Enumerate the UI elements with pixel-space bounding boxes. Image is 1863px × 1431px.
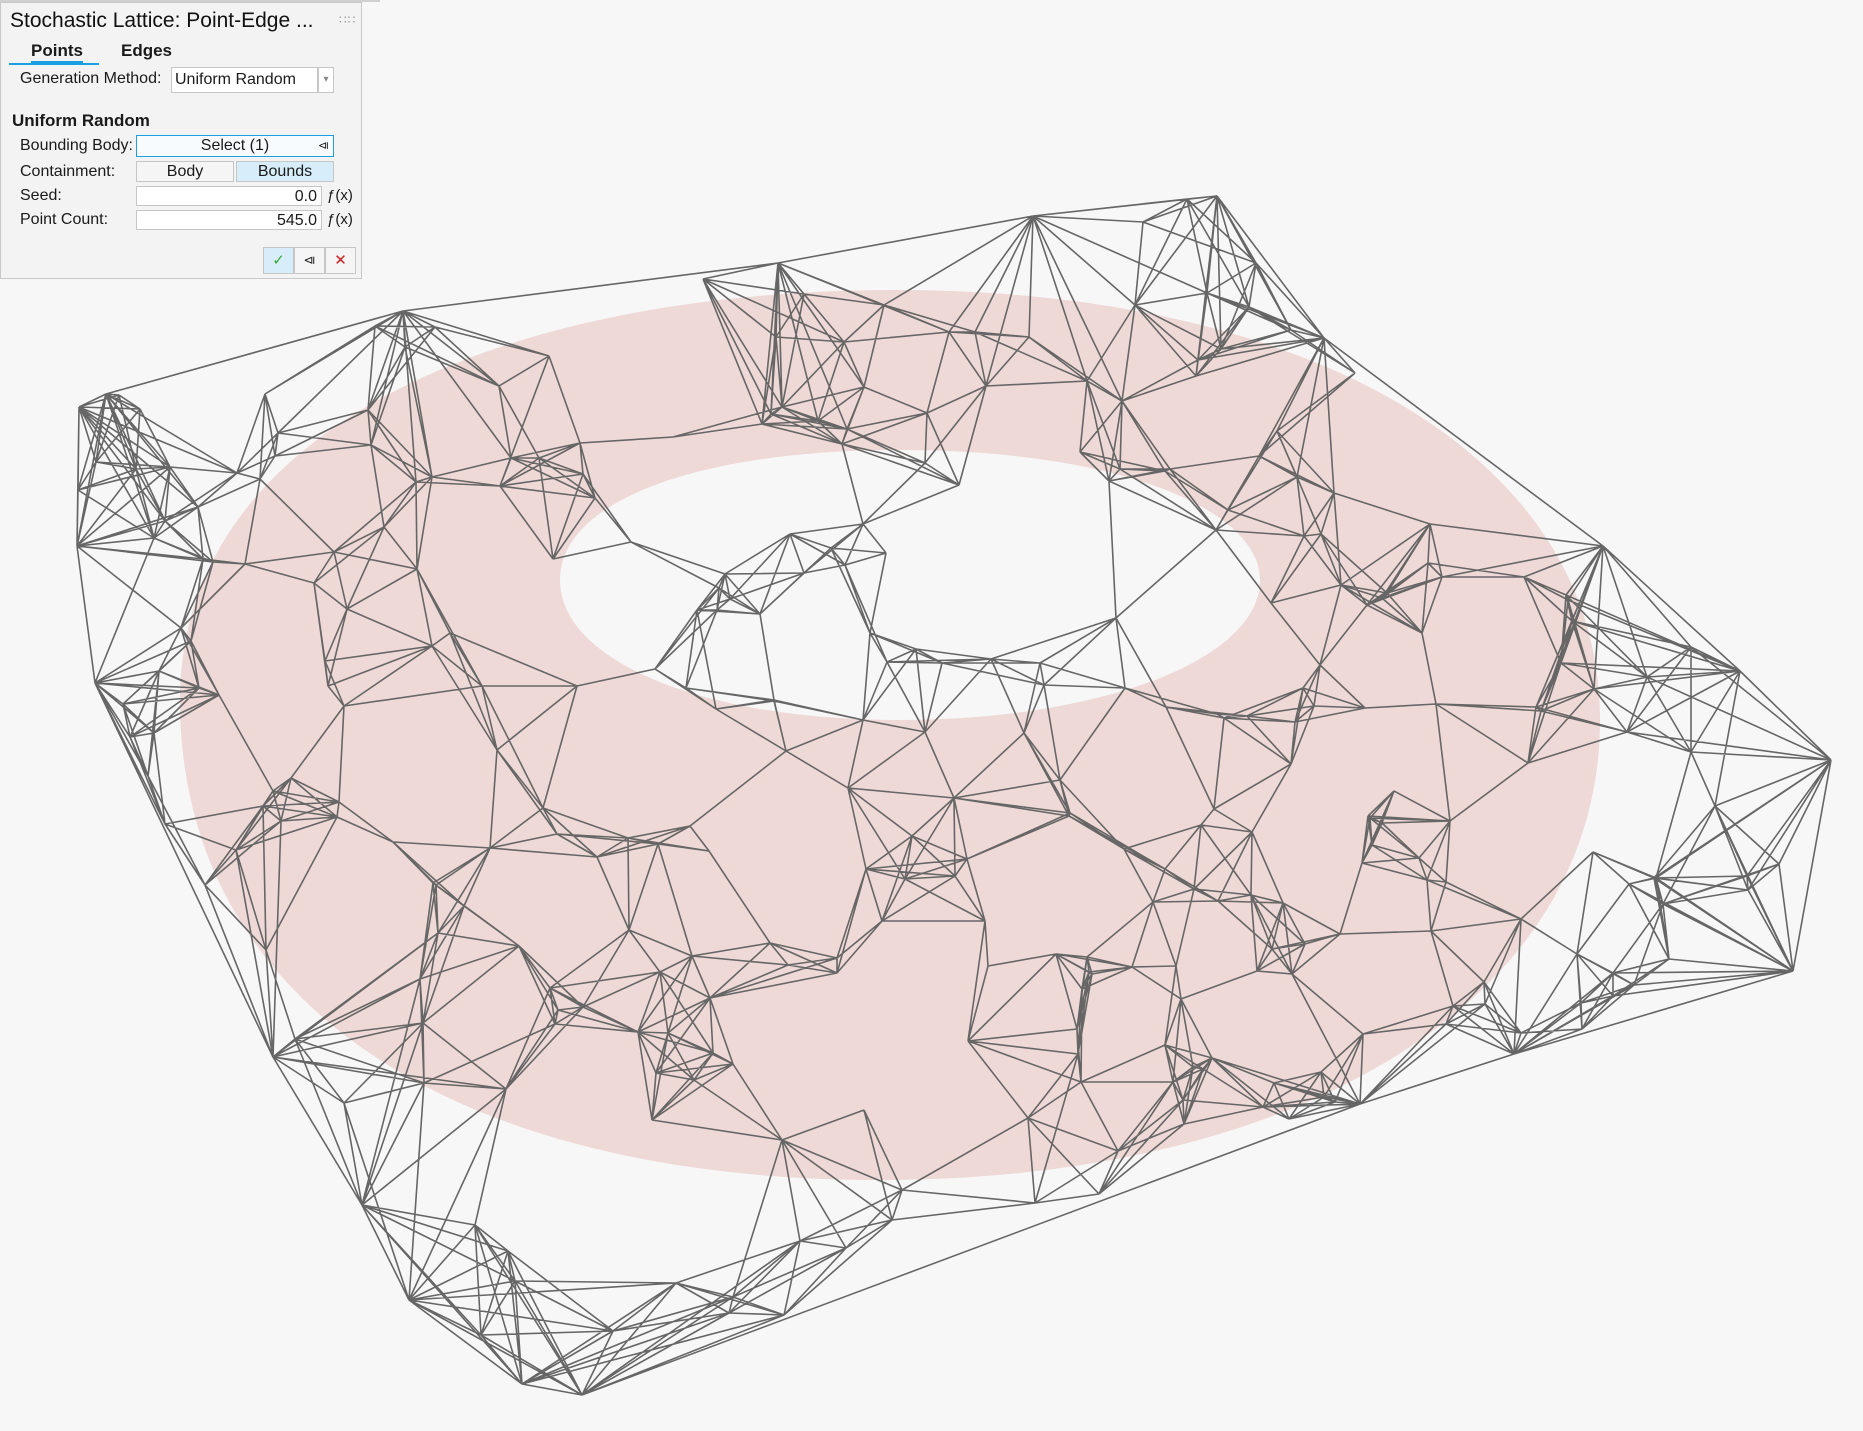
point-count-input[interactable]: 545.0 bbox=[136, 210, 322, 230]
generation-method-label: Generation Method: bbox=[20, 70, 162, 87]
lattice-edge-lines bbox=[76, 195, 1832, 1396]
stochastic-lattice-panel: Stochastic Lattice: Point-Edge ... ∷∷ Po… bbox=[0, 2, 362, 279]
bounding-body-value: Select (1) bbox=[200, 137, 270, 154]
panel-title: Stochastic Lattice: Point-Edge ... bbox=[10, 9, 314, 32]
section-title: Uniform Random bbox=[12, 111, 150, 130]
lattice-edges bbox=[76, 195, 1832, 1396]
seed-function-icon[interactable]: ƒ(x) bbox=[327, 187, 353, 204]
generation-method-select[interactable]: Uniform Random bbox=[171, 67, 318, 93]
containment-bounds-button[interactable]: Bounds bbox=[236, 161, 334, 182]
reset-selection-icon[interactable]: ⧏ bbox=[318, 140, 329, 152]
tab-points[interactable]: Points bbox=[31, 41, 83, 63]
bounding-body-select-button[interactable]: Select (1) ⧏ bbox=[136, 135, 334, 157]
window-top-border bbox=[0, 0, 380, 2]
active-tab-indicator bbox=[9, 63, 99, 65]
bounding-torus-body bbox=[180, 290, 1600, 1180]
point-count-function-icon[interactable]: ƒ(x) bbox=[327, 211, 353, 228]
containment-label: Containment: bbox=[20, 163, 116, 180]
drag-grip-icon[interactable]: ∷∷ bbox=[339, 13, 357, 27]
apply-button[interactable]: ⧏ bbox=[294, 247, 325, 274]
chevron-down-icon[interactable]: ▾ bbox=[318, 67, 334, 93]
ok-check-button[interactable]: ✓ bbox=[263, 247, 294, 274]
containment-body-button[interactable]: Body bbox=[136, 161, 234, 182]
tab-edges[interactable]: Edges bbox=[121, 41, 173, 60]
point-count-label: Point Count: bbox=[20, 211, 109, 228]
cancel-x-button[interactable]: ✕ bbox=[325, 247, 356, 274]
seed-input[interactable]: 0.0 bbox=[136, 186, 322, 206]
seed-label: Seed: bbox=[20, 187, 62, 204]
bounding-body-label: Bounding Body: bbox=[20, 137, 133, 154]
